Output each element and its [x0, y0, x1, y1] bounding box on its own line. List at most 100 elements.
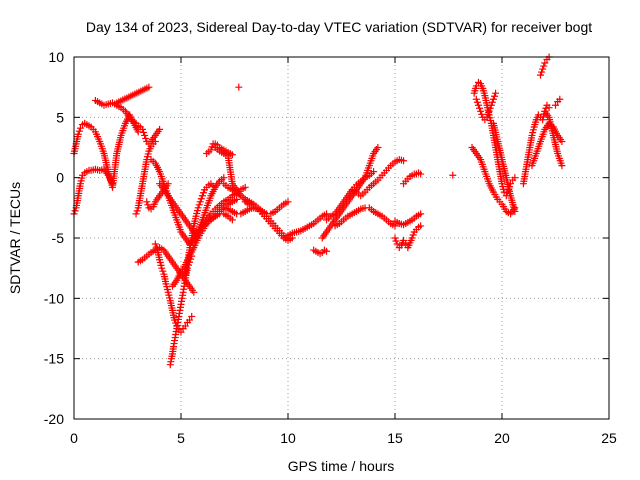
data-point: [152, 243, 160, 251]
x-tick-label: 20: [494, 430, 510, 446]
y-tick-label: -15: [44, 351, 64, 367]
data-point: [540, 62, 548, 70]
data-point: [491, 92, 499, 100]
data-point: [538, 68, 546, 76]
data-point: [472, 95, 480, 103]
data-point: [370, 168, 378, 176]
data-point: [138, 125, 146, 133]
data-point: [109, 180, 117, 188]
y-tick-label: 0: [56, 170, 64, 186]
data-point: [141, 131, 149, 139]
data-point: [134, 128, 142, 136]
data-point: [228, 151, 236, 159]
data-point: [545, 104, 553, 112]
data-point: [151, 137, 159, 145]
data-point: [198, 192, 206, 200]
data-point: [233, 195, 241, 203]
data-point: [186, 316, 194, 324]
data-point: [417, 170, 425, 178]
data-point: [400, 236, 408, 244]
data-points: [70, 53, 566, 369]
data-point: [511, 207, 519, 215]
data-point: [75, 127, 83, 135]
data-point: [199, 189, 207, 197]
x-axis-label: GPS time / hours: [288, 458, 395, 474]
data-point: [197, 195, 205, 203]
y-tick-label: -20: [44, 411, 64, 427]
data-point: [71, 207, 79, 215]
x-tick-label: 15: [387, 430, 403, 446]
data-point: [511, 174, 519, 182]
data-point: [409, 231, 417, 239]
data-point: [392, 237, 400, 245]
data-point: [188, 312, 196, 320]
data-point: [235, 83, 243, 91]
data-point: [393, 240, 401, 248]
data-point: [558, 162, 566, 170]
y-axis-label: SDTVAR / TECUs: [7, 182, 23, 294]
data-point: [144, 201, 152, 209]
data-point: [159, 267, 167, 275]
data-point: [486, 104, 494, 112]
data-point: [558, 137, 566, 145]
data-point: [487, 101, 495, 109]
data-point: [323, 210, 331, 218]
data-point: [181, 322, 189, 330]
x-tick-label: 5: [177, 430, 185, 446]
data-point: [323, 247, 331, 255]
x-tick-label: 25: [601, 430, 617, 446]
data-point: [143, 198, 151, 206]
data-point: [158, 264, 166, 272]
chart-title: Day 134 of 2023, Sidereal Day-to-day VTE…: [86, 19, 592, 35]
data-point: [284, 198, 292, 206]
grid-lines: [74, 57, 609, 419]
x-tick-labels: 0 5 10 15 20 25: [70, 430, 617, 446]
data-point: [492, 89, 500, 97]
y-tick-label: 5: [56, 109, 64, 125]
data-point: [133, 207, 141, 215]
data-point: [140, 128, 148, 136]
data-point: [374, 144, 382, 151]
data-point: [417, 210, 425, 218]
data-point: [194, 204, 202, 212]
data-point: [241, 183, 249, 191]
data-point: [391, 234, 399, 242]
data-point: [417, 222, 425, 230]
y-tick-label: -5: [52, 230, 65, 246]
data-point: [195, 201, 203, 209]
data-point: [539, 65, 547, 73]
data-point: [190, 288, 198, 296]
data-point: [449, 171, 457, 179]
axis-ticks: [73, 56, 610, 420]
data-point: [473, 98, 481, 106]
data-point: [196, 198, 204, 206]
data-point: [402, 240, 410, 248]
data-point: [476, 104, 484, 112]
data-point: [474, 101, 482, 109]
data-point: [484, 110, 492, 118]
data-point: [483, 113, 491, 121]
data-point: [156, 125, 164, 133]
data-point: [209, 182, 217, 190]
data-point: [537, 71, 545, 79]
y-tick-labels: -20 -15 -10 -5 0 5 10: [44, 49, 64, 427]
y-tick-label: 10: [48, 49, 64, 65]
data-point: [489, 95, 497, 103]
data-point: [477, 107, 485, 115]
data-point: [151, 240, 159, 248]
data-point: [207, 146, 215, 154]
data-point: [208, 143, 216, 151]
x-tick-label: 10: [280, 430, 296, 446]
data-point: [408, 234, 416, 242]
data-point: [541, 59, 549, 67]
data-point: [478, 110, 486, 118]
data-point: [177, 328, 185, 336]
data-point: [400, 157, 408, 165]
x-tick-label: 0: [70, 430, 78, 446]
data-point: [132, 210, 140, 218]
data-point: [145, 83, 153, 91]
data-point: [552, 101, 559, 109]
data-point: [500, 188, 508, 196]
y-tick-label: -10: [44, 290, 64, 306]
